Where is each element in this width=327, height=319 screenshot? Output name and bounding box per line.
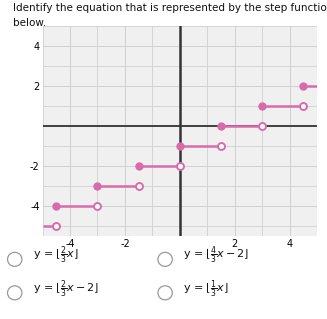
Text: Identify the equation that is represented by the step function graphed: Identify the equation that is represente…	[13, 3, 327, 13]
Text: y = $\lfloor\frac{2}{3}x\rfloor$: y = $\lfloor\frac{2}{3}x\rfloor$	[33, 245, 78, 266]
Text: y = $\lfloor\frac{2}{3}x - 2\rfloor$: y = $\lfloor\frac{2}{3}x - 2\rfloor$	[33, 278, 99, 300]
Text: y = $\lfloor\frac{4}{3}x - 2\rfloor$: y = $\lfloor\frac{4}{3}x - 2\rfloor$	[183, 245, 250, 266]
Text: below.: below.	[13, 18, 46, 27]
Text: y = $\lfloor\frac{1}{3}x\rfloor$: y = $\lfloor\frac{1}{3}x\rfloor$	[183, 278, 229, 300]
